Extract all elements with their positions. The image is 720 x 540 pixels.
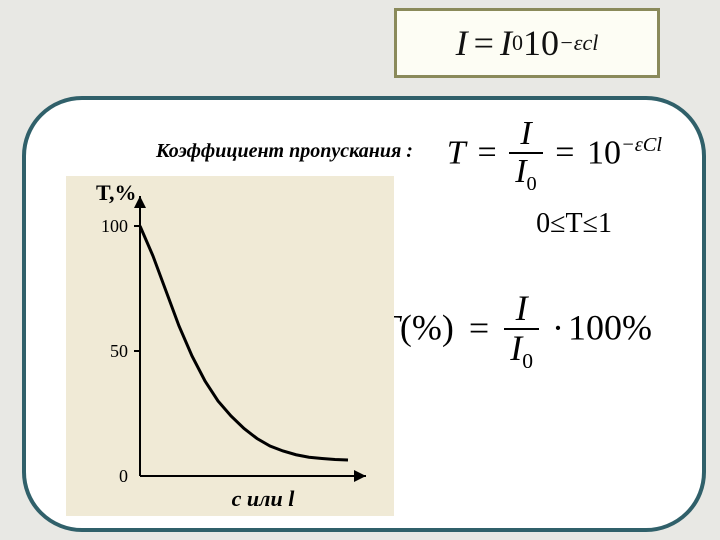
fraction: I I0 bbox=[509, 116, 543, 195]
eq: = bbox=[474, 134, 501, 171]
transmittance-chart: 0 50 100 T,% c или l bbox=[66, 176, 394, 516]
numerator: I bbox=[509, 116, 543, 154]
range-inequality: 0≤T≤1 bbox=[536, 208, 612, 240]
ten: 10 bbox=[523, 22, 559, 64]
svg-text:T,%: T,% bbox=[96, 180, 137, 205]
hundred-percent: 100% bbox=[568, 308, 652, 348]
main-panel: Коэффициент пропускания : T = I I0 = 10−… bbox=[22, 96, 706, 532]
fraction: I I0 bbox=[504, 290, 539, 373]
svg-text:c или l: c или l bbox=[232, 486, 296, 511]
T-symbol: T bbox=[447, 134, 465, 171]
svg-text:50: 50 bbox=[110, 341, 128, 361]
pct-label: (%) bbox=[400, 308, 454, 348]
eq: = bbox=[463, 308, 495, 348]
ten: 10 bbox=[587, 134, 621, 171]
chart-svg: 0 50 100 T,% c или l bbox=[66, 176, 394, 516]
transmittance-percent-formula: T(%) = I I0 ·100% bbox=[380, 290, 652, 373]
denominator: I0 bbox=[509, 154, 543, 195]
beer-lambert-formula-box: I = I0 10−εcl bbox=[394, 8, 660, 78]
exponent: −εCl bbox=[621, 134, 662, 156]
denominator: I0 bbox=[504, 330, 539, 373]
formula-I: I bbox=[456, 22, 468, 64]
I0-sub: 0 bbox=[512, 30, 523, 56]
eq2: = bbox=[551, 134, 578, 171]
I0-base: I bbox=[500, 22, 512, 64]
equals: = bbox=[468, 22, 500, 64]
dot: · bbox=[548, 308, 568, 348]
heading: Коэффициент пропускания : bbox=[156, 140, 413, 163]
svg-text:100: 100 bbox=[101, 216, 128, 236]
svg-text:0: 0 bbox=[119, 466, 128, 486]
exponent: −εcl bbox=[559, 30, 598, 56]
transmittance-formula: T = I I0 = 10−εCl bbox=[447, 116, 662, 195]
numerator: I bbox=[504, 290, 539, 330]
